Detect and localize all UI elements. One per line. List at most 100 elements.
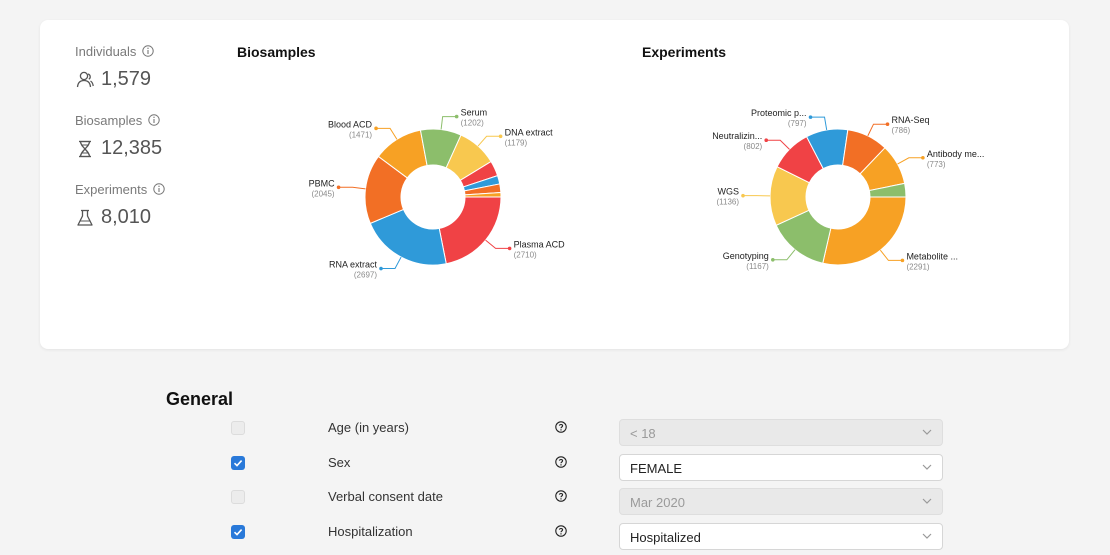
- slice-leader-dot: [900, 258, 905, 263]
- sex-checkbox[interactable]: [231, 456, 245, 470]
- field-label: Verbal consent date: [328, 489, 443, 504]
- stat-individuals: Individuals 1,579: [75, 43, 205, 91]
- field-row-sex: Sex FEMALE: [0, 453, 1110, 481]
- slice-value-label: (786): [892, 126, 911, 135]
- slice-leader-line: [338, 186, 366, 190]
- sex-select[interactable]: FEMALE: [619, 454, 943, 481]
- help-icon[interactable]: [555, 490, 567, 502]
- slice-label: Neutralizin...: [712, 131, 762, 141]
- verbal-consent-date-checkbox[interactable]: [231, 490, 245, 504]
- slice-label: Plasma ACD: [514, 239, 566, 249]
- hospitalization-select[interactable]: Hospitalized: [619, 523, 943, 550]
- slice-leader-dot: [885, 122, 890, 126]
- help-icon[interactable]: [555, 421, 567, 433]
- slice-value-label: (802): [744, 142, 763, 151]
- slice-value-label: (1202): [461, 119, 484, 128]
- slice-leader-dot: [336, 185, 341, 190]
- slice-leader-dot: [498, 134, 503, 139]
- slice-value-label: (2291): [906, 262, 929, 271]
- slice-leader-line: [810, 116, 828, 131]
- slice-value-label: (773): [927, 160, 946, 169]
- slice-value-label: (2710): [514, 250, 537, 259]
- slice-value-label: (1179): [505, 138, 528, 147]
- info-icon[interactable]: [148, 114, 160, 126]
- chevron-down-icon: [922, 464, 932, 470]
- help-icon[interactable]: [555, 456, 567, 468]
- slice-label: RNA-Seq: [892, 115, 930, 125]
- slice-value-label: (1471): [349, 130, 372, 139]
- info-icon[interactable]: [142, 45, 155, 57]
- slice-leader-dot: [808, 115, 813, 119]
- field-row-verbal-consent-date: Verbal consent date Mar 2020: [0, 488, 1110, 516]
- donut-slice[interactable]: [464, 191, 502, 198]
- select-value: FEMALE: [630, 461, 683, 476]
- general-section-title: General: [166, 389, 234, 409]
- donut-slice[interactable]: [822, 196, 907, 266]
- slice-value-label: (1167): [746, 262, 769, 271]
- slice-leader-line: [867, 123, 888, 137]
- slice-leader-line: [772, 249, 796, 261]
- age-checkbox[interactable]: [231, 421, 245, 435]
- slice-leader-line: [440, 116, 457, 130]
- slice-leader-dot: [454, 114, 459, 119]
- checkmark-icon: [233, 529, 243, 536]
- select-value: Hospitalized: [630, 530, 701, 545]
- stat-label: Individuals: [75, 43, 137, 59]
- field-label: Hospitalization: [328, 524, 413, 539]
- slice-label: PBMC: [309, 178, 336, 188]
- verbal-consent-date-select[interactable]: Mar 2020: [619, 488, 943, 515]
- slice-leader-line: [477, 135, 501, 147]
- slice-leader-line: [766, 139, 790, 150]
- people-icon: [76, 71, 94, 87]
- slice-leader-dot: [771, 257, 775, 262]
- hospitalization-checkbox[interactable]: [231, 525, 245, 539]
- slice-leader-dot: [741, 193, 745, 198]
- slice-label: Blood ACD: [328, 119, 373, 129]
- slice-label: DNA extract: [505, 127, 554, 137]
- slice-label: RNA extract: [329, 260, 378, 270]
- age-select[interactable]: < 18: [619, 419, 943, 446]
- info-icon[interactable]: [153, 183, 165, 195]
- stat-label: Biosamples: [75, 112, 143, 128]
- field-label: Sex: [328, 455, 351, 470]
- slice-leader-line: [879, 249, 903, 261]
- stat-value: 12,385: [101, 137, 163, 159]
- summary-card: Individuals 1,579 Biosamples 12,385 Expe…: [40, 20, 1069, 349]
- slice-value-label: (1136): [716, 198, 739, 207]
- stat-biosamples: Biosamples 12,385: [75, 112, 205, 160]
- stat-value: 1,579: [101, 68, 152, 90]
- slice-label: WGS: [718, 187, 740, 197]
- help-icon[interactable]: [555, 525, 567, 537]
- slice-leader-dot: [374, 126, 378, 131]
- slice-leader-line: [897, 157, 923, 165]
- slice-value-label: (2045): [311, 189, 334, 198]
- hourglass-dna-icon: [79, 140, 91, 157]
- biosamples-donut-chart: Plasma ACD(2710) RNA extract(2697) PBMC(20…: [309, 108, 566, 280]
- slice-leader-line: [376, 127, 398, 140]
- slice-label: Proteomic p...: [751, 108, 807, 118]
- slice-label: Serum: [461, 108, 488, 118]
- slice-value-label: (797): [788, 119, 807, 128]
- slice-label: Genotyping: [723, 251, 769, 261]
- biosamples-chart-title: Biosamples: [237, 44, 316, 60]
- stat-value: 8,010: [101, 206, 152, 228]
- slice-leader-dot: [921, 155, 925, 160]
- slice-leader-dot: [379, 266, 383, 271]
- slice-label: Antibody me...: [927, 149, 985, 159]
- slice-leader-dot: [507, 246, 512, 251]
- slice-leader-line: [485, 239, 510, 249]
- experiments-donut-chart: Metabolite ...(2291)Genotyping(1167)WGS(…: [712, 108, 985, 271]
- experiments-chart-title: Experiments: [642, 44, 727, 60]
- donut-slice[interactable]: [868, 182, 907, 198]
- checkmark-icon: [233, 460, 243, 467]
- slice-leader-dot: [764, 138, 769, 143]
- chevron-down-icon: [922, 533, 932, 539]
- select-value: Mar 2020: [630, 495, 685, 510]
- field-label: Age (in years): [328, 420, 409, 435]
- select-value: < 18: [630, 426, 656, 441]
- slice-label: Metabolite ...: [906, 251, 958, 261]
- stat-label: Experiments: [75, 181, 148, 197]
- slice-leader-line: [381, 256, 402, 270]
- slice-value-label: (2697): [354, 271, 377, 280]
- field-row-hospitalization: Hospitalization Hospitalized: [0, 522, 1110, 550]
